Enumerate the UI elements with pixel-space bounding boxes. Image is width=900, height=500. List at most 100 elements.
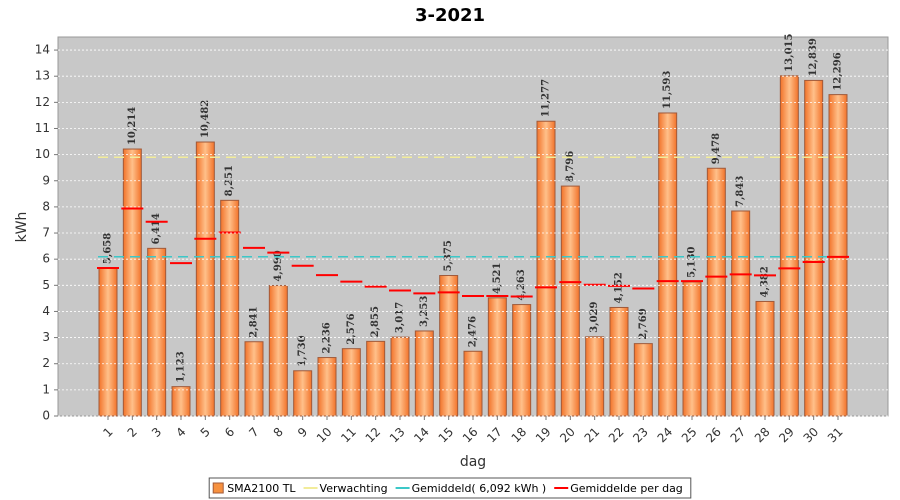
y-tick-label: 4 [42, 304, 50, 318]
bar [755, 300, 775, 417]
value-label: 1,730 [297, 335, 308, 366]
y-tick-label: 14 [35, 43, 50, 57]
x-tick-label: 19 [533, 425, 554, 446]
y-tick-label: 13 [35, 69, 50, 83]
x-tick-label: 1 [100, 425, 115, 440]
y-tick-label: 3 [42, 330, 50, 344]
bar [633, 343, 653, 417]
legend-label: Verwachting [320, 482, 388, 495]
x-tick-label: 13 [387, 425, 408, 446]
value-label: 12,296 [833, 52, 844, 90]
bar [366, 340, 386, 417]
bar [658, 112, 678, 417]
y-tick-label: 6 [42, 252, 50, 266]
value-label: 8,251 [224, 165, 235, 196]
y-tick-label: 7 [42, 226, 50, 240]
x-tick-label: 31 [825, 425, 846, 446]
bar [147, 247, 167, 417]
x-tick-label: 17 [484, 425, 505, 446]
bar [98, 267, 118, 417]
x-tick-label: 15 [436, 425, 457, 446]
legend-label: Gemiddeld( 6,092 kWh ) [412, 482, 547, 495]
value-label: 4,521 [492, 263, 503, 294]
value-label: 10,482 [200, 100, 211, 138]
bar [512, 304, 532, 417]
value-label: 9,478 [711, 133, 722, 164]
x-tick-label: 29 [776, 425, 797, 446]
bar [317, 357, 337, 417]
y-tick-label: 11 [35, 121, 50, 135]
bar [414, 330, 434, 417]
x-tick-label: 12 [363, 425, 384, 446]
y-tick-label: 8 [42, 199, 50, 213]
x-tick-label: 5 [198, 425, 213, 440]
x-tick-label: 9 [295, 425, 310, 440]
x-tick-label: 16 [460, 425, 481, 446]
value-label: 5,658 [103, 233, 114, 264]
legend-swatch [212, 482, 224, 494]
value-label: 3,017 [395, 302, 406, 333]
legend [208, 477, 692, 499]
value-label: 4,382 [760, 266, 771, 297]
x-axis-label: dag [460, 454, 486, 470]
bar [779, 75, 799, 417]
value-label: 2,576 [346, 313, 357, 344]
y-tick-label: 12 [35, 95, 50, 109]
value-label: 4,152 [614, 272, 625, 303]
x-tick-label: 10 [314, 425, 335, 446]
x-tick-label: 27 [728, 425, 749, 446]
bar [390, 336, 410, 417]
y-axis-label: kWh [14, 212, 30, 243]
x-tick-label: 4 [173, 425, 188, 440]
bar [585, 336, 605, 417]
value-label: 2,769 [638, 308, 649, 339]
bar [536, 120, 556, 417]
bar [682, 281, 702, 417]
x-tick-label: 25 [679, 425, 700, 446]
value-label: 3,253 [419, 296, 430, 327]
value-label: 4,990 [273, 250, 284, 281]
bar [706, 167, 726, 417]
bar [439, 275, 459, 417]
x-tick-label: 21 [582, 425, 603, 446]
bar [268, 285, 288, 417]
x-tick-label: 7 [246, 425, 261, 440]
value-label: 3,029 [589, 301, 600, 332]
value-label: 11,593 [662, 71, 673, 109]
x-tick-label: 6 [222, 425, 237, 440]
value-label: 7,843 [735, 176, 746, 207]
bar [487, 297, 507, 417]
bar [195, 141, 215, 417]
x-tick-label: 23 [630, 425, 651, 446]
bar [122, 148, 142, 417]
x-tick-label: 30 [801, 425, 822, 446]
x-tick-label: 2 [125, 425, 140, 440]
value-label: 2,476 [468, 316, 479, 347]
x-tick-label: 11 [338, 425, 359, 446]
y-tick-label: 5 [42, 278, 50, 292]
bar [293, 370, 313, 417]
y-tick-label: 10 [35, 147, 50, 161]
bar [609, 306, 629, 417]
value-label: 6,414 [151, 213, 162, 244]
value-label: 1,123 [176, 351, 187, 382]
bar [244, 341, 264, 417]
x-tick-label: 28 [752, 425, 773, 446]
x-tick-label: 8 [271, 425, 286, 440]
x-tick-label: 24 [655, 425, 676, 446]
x-tick-label: 14 [411, 425, 432, 446]
value-label: 11,277 [541, 79, 552, 117]
bar [828, 94, 848, 417]
legend-items: SMA2100 TL Verwachting Gemiddeld( 6,092 kW… [212, 482, 683, 495]
value-label: 12,839 [808, 38, 819, 76]
y-tick-label: 2 [42, 356, 50, 370]
plot: 5,658 10,214 6,414 1,123 10,482 8,251 2,841 4,9… [97, 34, 849, 417]
bar [804, 79, 824, 417]
value-label: 13,015 [784, 34, 795, 72]
value-label: 10,214 [127, 107, 138, 145]
value-label: 4,263 [516, 269, 527, 300]
chart-title: 3-2021 [415, 5, 485, 26]
x-tick-label: 20 [557, 425, 578, 446]
bar [731, 210, 751, 417]
